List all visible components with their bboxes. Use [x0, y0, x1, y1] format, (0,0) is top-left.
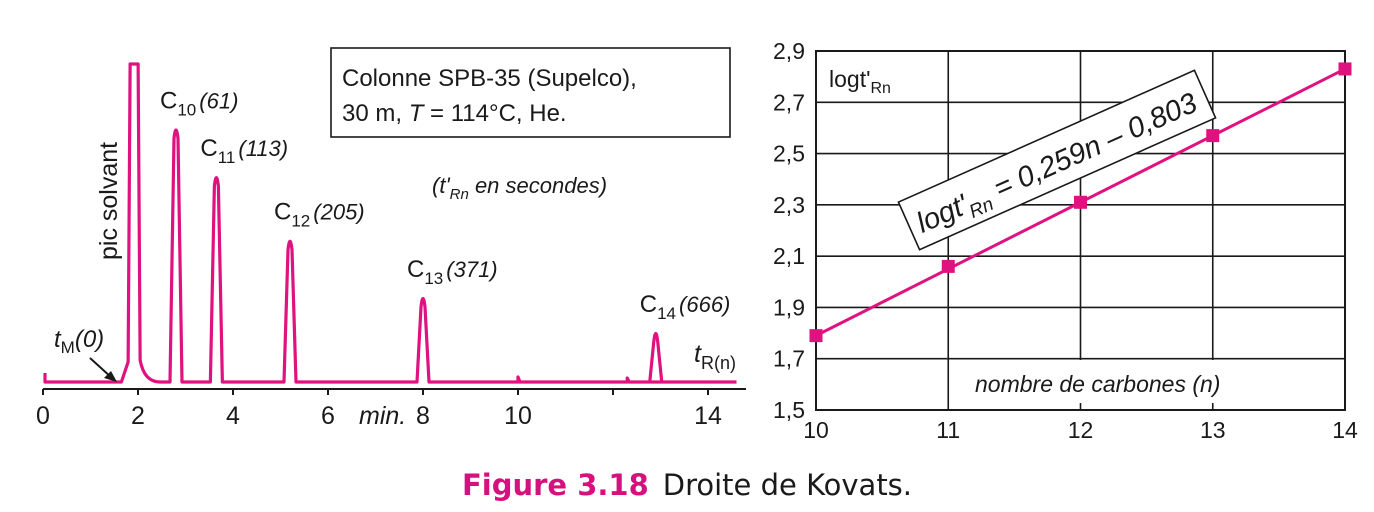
- y-tick-label-1,9: 1,9: [773, 294, 805, 320]
- units-note: (t'Rn en secondes): [432, 173, 607, 203]
- data-point-n14: [1338, 62, 1352, 76]
- figure-title: Droite de Kovats.: [662, 468, 913, 502]
- peak-label-name: C: [407, 256, 424, 283]
- x-axis-label-bg: [964, 360, 1294, 403]
- x-axis-label: tR(n): [694, 340, 736, 373]
- y-tick-label-2,3: 2,3: [773, 192, 805, 218]
- peak-label-c11: C11 (113): [200, 135, 288, 167]
- plot-grid: [816, 51, 1345, 410]
- y-tick-label-2,1: 2,1: [773, 243, 805, 269]
- x-tick-label-12: 12: [1068, 417, 1094, 443]
- peak-label-c10: C10 (61): [160, 87, 238, 119]
- equation-text: logt'Rn = 0,259n – 0,803: [912, 87, 1204, 244]
- units-rest: en secondes): [469, 173, 607, 198]
- tm-subscript: M: [61, 338, 75, 357]
- peak-label-c12: C12 (205): [274, 199, 365, 231]
- peak-label-subscript: 10: [177, 100, 196, 119]
- kovats-plot: 1,5 1,7 1,9 2,1 2,3 2,5 2,7 2,9 10 11 12 13 14 logt…: [773, 38, 1358, 443]
- tr-symbol: t: [694, 340, 702, 368]
- data-point-n10: [809, 329, 823, 343]
- peak-label-subscript: 13: [424, 269, 443, 288]
- time-tick-label-0: 0: [36, 402, 50, 430]
- time-unit-label: min.: [359, 402, 406, 430]
- svg-text:tM(0): tM(0): [54, 326, 104, 357]
- column-info-t-symbol: T: [409, 100, 426, 127]
- time-tick-label-14: 14: [694, 402, 722, 430]
- units-subscript: Rn: [450, 186, 469, 203]
- tm-value: (0): [75, 326, 104, 353]
- tr-subscript: R(n): [701, 353, 736, 373]
- peak-label-name: C: [274, 199, 291, 226]
- time-tick-label-6: 6: [321, 402, 335, 430]
- x-tick-label-14: 14: [1332, 417, 1358, 443]
- y-axis-label-main: logt': [829, 66, 870, 92]
- data-point-n11: [941, 259, 955, 273]
- column-info-box: Colonne SPB-35 (Supelco), 30 m, T = 114°…: [330, 47, 731, 138]
- peak-label-value: (113): [238, 136, 288, 161]
- x-tick-label-13: 13: [1200, 417, 1226, 443]
- y-axis-label-subscript: Rn: [870, 80, 890, 97]
- peak-label-name: C: [640, 291, 657, 318]
- units-open: (t': [432, 173, 450, 198]
- time-tick-label-4: 4: [226, 402, 240, 430]
- time-tick-label-10: 10: [504, 402, 532, 430]
- x-axis-label-box: nombre de carbones (n): [964, 360, 1294, 403]
- chromatogram-x-axis: 0 2 4 6 8 10 14 min.: [36, 388, 746, 430]
- x-tick-label-10: 10: [803, 417, 829, 443]
- time-tick-label-2: 2: [131, 402, 145, 430]
- data-points: [809, 62, 1352, 343]
- peak-label-value: (666): [679, 292, 730, 317]
- peak-label-c14: C14 (666): [640, 291, 731, 323]
- y-axis-label: logt'Rn: [829, 66, 891, 97]
- y-axis-ticks: 1,5 1,7 1,9 2,1 2,3 2,5 2,7 2,9: [773, 38, 805, 423]
- time-tick-label-8: 8: [416, 402, 430, 430]
- peak-label-subscript: 14: [657, 304, 676, 323]
- column-info-conditions: = 114°C, He.: [423, 100, 566, 127]
- y-tick-label-2,5: 2,5: [773, 141, 805, 167]
- equation-box: logt'Rn = 0,259n – 0,803: [897, 69, 1217, 251]
- column-info-line1: Colonne SPB-35 (Supelco),: [342, 65, 637, 92]
- column-info-frame: [330, 47, 731, 138]
- data-point-n12: [1074, 195, 1087, 209]
- figure-caption: Figure 3.18 Droite de Kovats.: [0, 468, 1374, 502]
- equation-rhs: = 0,259n – 0,803: [982, 87, 1202, 208]
- peak-label-subscript: 12: [291, 212, 310, 231]
- peak-label-value: (205): [313, 200, 364, 225]
- y-tick-label-1,5: 1,5: [773, 397, 805, 423]
- y-tick-label-1,7: 1,7: [773, 346, 805, 372]
- peak-label-c13: C13 (371): [407, 256, 498, 288]
- peak-label-name: C: [160, 87, 177, 114]
- x-axis-label: nombre de carbones (n): [975, 371, 1220, 397]
- peak-labels: C10 (61)C11 (113)C12 (205)C13 (371)C14 (666): [160, 87, 730, 323]
- y-tick-label-2,9: 2,9: [773, 38, 805, 64]
- peak-label-value: (371): [446, 257, 497, 282]
- x-tick-label-11: 11: [936, 417, 960, 443]
- pic-solvant-label: pic solvant: [95, 142, 123, 260]
- peak-label-name: C: [200, 135, 217, 162]
- column-info-line2: 30 m, T = 114°C, He.: [342, 100, 567, 127]
- y-tick-label-2,7: 2,7: [773, 89, 805, 115]
- equation-frame: [897, 69, 1217, 251]
- peak-label-subscript: 11: [218, 148, 236, 167]
- tm-label: tM(0): [54, 326, 117, 382]
- figure-number: Figure 3.18: [461, 468, 649, 502]
- tm-arrow-head: [104, 371, 117, 382]
- peak-label-value: (61): [199, 88, 238, 113]
- chromatogram-trace: [43, 62, 737, 384]
- x-axis-ticks: 10 11 12 13 14: [803, 417, 1358, 443]
- data-point-n13: [1206, 129, 1220, 143]
- column-info-length: 30 m,: [342, 100, 409, 127]
- tm-symbol: t: [54, 326, 62, 353]
